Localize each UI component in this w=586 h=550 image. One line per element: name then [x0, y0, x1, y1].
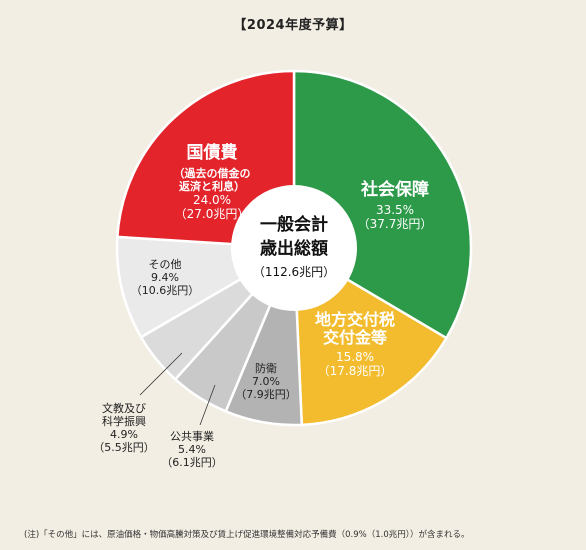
slice-amount: （10.6兆円）	[131, 284, 200, 297]
slice-name: 科学振興	[102, 414, 146, 428]
slice-label-1: 社会保障 33.5%（37.7兆円）	[358, 179, 433, 231]
slice-amount: （5.5兆円）	[93, 441, 155, 454]
center-label-line: 歳出総額	[260, 238, 328, 259]
slice-name: 社会保障	[360, 179, 429, 200]
center-circle	[231, 185, 357, 311]
slice-name: 地方交付税	[315, 310, 395, 329]
slice-percent: 7.0%	[252, 375, 280, 388]
slice-amount: （37.7兆円）	[358, 217, 433, 231]
slice-sub-label: （過去の借金の	[174, 166, 251, 180]
slice-percent: 5.4%	[178, 443, 206, 456]
slice-name: 交付金等	[323, 328, 387, 347]
slice-percent: 33.5%	[376, 203, 414, 217]
center-label-line: （112.6兆円）	[253, 265, 335, 279]
slice-amount: （7.9兆円）	[235, 388, 297, 401]
slice-percent: 24.0%	[193, 193, 231, 207]
slice-name: 文教及び	[102, 401, 146, 415]
slice-name: 国債費	[187, 142, 238, 163]
slice-sub-label: 返済と利息）	[179, 179, 245, 193]
center-label-line: 一般会計	[260, 214, 328, 235]
slice-amount: （17.8兆円）	[318, 364, 393, 378]
slice-amount: （6.1兆円）	[161, 456, 223, 469]
leader-line	[199, 384, 216, 426]
slice-percent: 4.9%	[110, 428, 138, 441]
leader-line	[139, 352, 183, 396]
slice-percent: 15.8%	[336, 350, 374, 364]
slice-amount: （27.0兆円）	[175, 207, 250, 221]
footnote: (注)「その他」には、原油価格・物価高騰対策及び賃上げ促進環境整備対応予備費（0…	[24, 530, 470, 540]
chart-title: 【2024年度予算】	[233, 18, 353, 33]
slice-label-3: 防衛7.0%（7.9兆円）	[235, 361, 297, 401]
slice-name: その他	[149, 258, 182, 271]
slice-percent: 9.4%	[151, 271, 179, 284]
slice-name: 防衛	[255, 361, 277, 375]
slice-name: 公共事業	[170, 430, 214, 443]
